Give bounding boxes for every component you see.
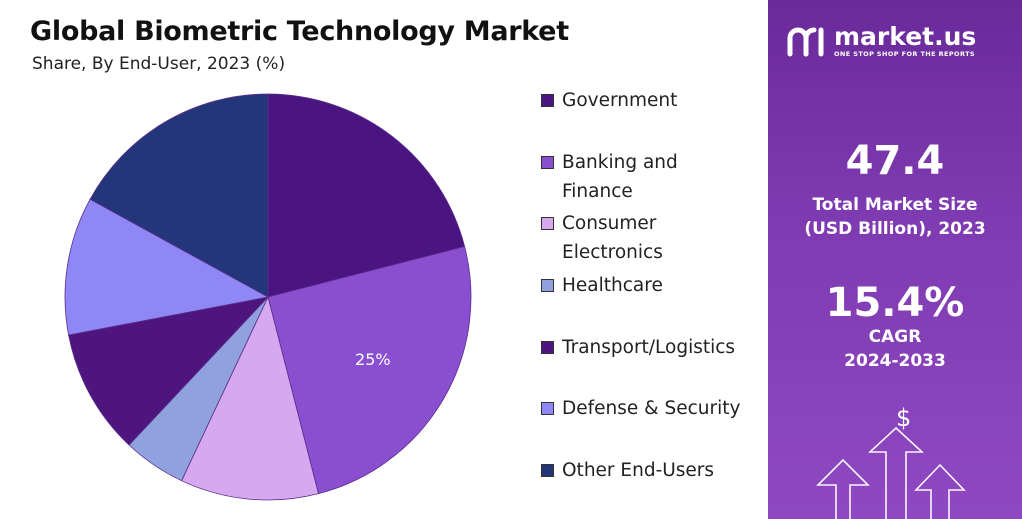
legend-label: Defense & Security: [562, 398, 741, 419]
market-size-label-line1: Total Market Size: [812, 195, 978, 215]
cagr-value: 15.4%: [825, 280, 965, 326]
market-us-logo-icon: [787, 27, 824, 57]
pie-slice-transport-logistics: [68, 296, 270, 446]
cagr-label: CAGR: [868, 327, 922, 347]
legend-item: Defense & Security: [541, 394, 757, 423]
pie-slice-other-end-users: [89, 93, 269, 298]
growth-arrows-icon: $: [816, 404, 966, 519]
legend-item: Consumer Electronics: [541, 209, 757, 267]
legend-swatch: [541, 279, 554, 292]
cagr-period: 2024-2033: [844, 351, 946, 371]
chart-subtitle: Share, By End-User, 2023 (%): [32, 54, 286, 74]
legend-label: Transport/Logistics: [562, 337, 736, 358]
legend-item: Other End-Users: [541, 456, 757, 485]
legend-swatch: [541, 464, 554, 477]
legend-label: Banking and Finance: [562, 152, 678, 202]
pie-chart: 25%: [64, 93, 472, 501]
slice-data-label: 25%: [355, 350, 391, 369]
legend-item: Government: [541, 86, 757, 115]
pie-slice-consumer-electronics: [181, 295, 319, 501]
brand-name: market.us: [834, 22, 977, 51]
pie-slice-government: [267, 93, 466, 298]
legend-swatch: [541, 217, 554, 230]
pie-slice-defense-security: [64, 198, 270, 336]
legend-label: Healthcare: [562, 275, 663, 296]
chart-title: Global Biometric Technology Market: [30, 16, 569, 47]
legend-item: Banking and Finance: [541, 148, 757, 206]
brand-tagline: ONE STOP SHOP FOR THE REPORTS: [834, 50, 975, 58]
pie-slice-banking-and-finance: [267, 246, 472, 495]
stats-panel: market.us ONE STOP SHOP FOR THE REPORTS …: [768, 0, 1022, 519]
chart-panel: Global Biometric Technology Market Share…: [30, 16, 757, 501]
legend-label: Government: [562, 90, 678, 111]
brand-logo: market.us ONE STOP SHOP FOR THE REPORTS: [786, 24, 976, 58]
market-size-label-line2: (USD Billion), 2023: [804, 219, 986, 239]
legend-label: Other End-Users: [562, 460, 715, 481]
legend-item: Transport/Logistics: [541, 333, 757, 362]
legend-label: Consumer Electronics: [562, 213, 663, 263]
legend-swatch: [541, 156, 554, 169]
legend-item: Healthcare: [541, 271, 757, 300]
dollar-icon: $: [896, 404, 911, 432]
legend-swatch: [541, 402, 554, 415]
legend-swatch: [541, 94, 554, 107]
legend-swatch: [541, 341, 554, 354]
market-size-value: 47.4: [845, 138, 945, 184]
